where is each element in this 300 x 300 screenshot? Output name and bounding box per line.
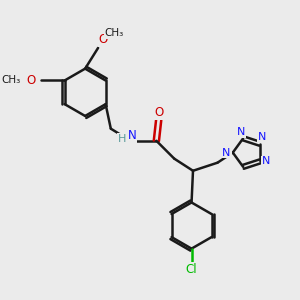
Text: N: N [222, 148, 231, 158]
Text: CH₃: CH₃ [104, 28, 124, 38]
Text: Cl: Cl [186, 263, 197, 276]
Text: N: N [237, 127, 245, 137]
Text: O: O [154, 106, 163, 119]
Text: CH₃: CH₃ [1, 76, 20, 85]
Text: N: N [262, 156, 271, 167]
Text: O: O [99, 33, 108, 46]
Text: N: N [128, 129, 136, 142]
Text: N: N [258, 132, 266, 142]
Text: H: H [118, 134, 127, 144]
Text: O: O [26, 74, 36, 87]
